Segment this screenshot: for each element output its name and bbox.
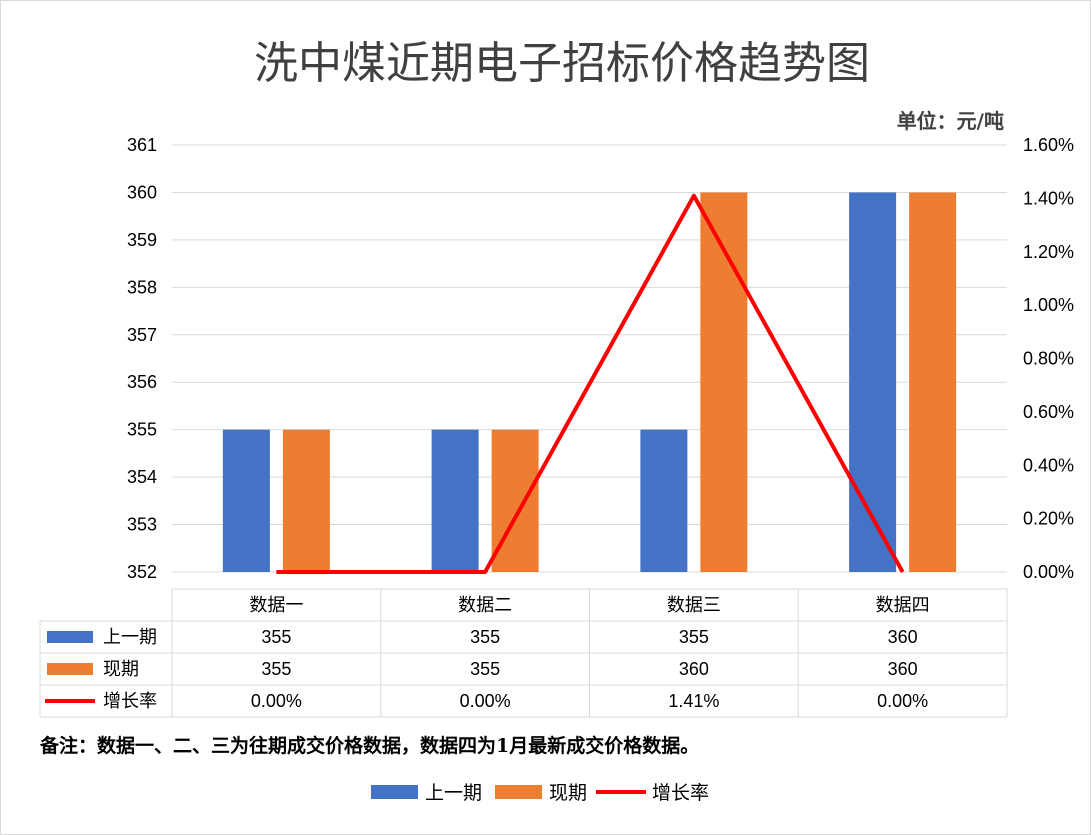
left-tick-label: 352 <box>127 562 157 582</box>
table-cell: 355 <box>470 659 500 679</box>
right-tick-label: 0.20% <box>1023 509 1074 529</box>
legend: 上一期 现期 增长率 <box>371 782 709 804</box>
legend-label-增长率: 增长率 <box>652 782 709 804</box>
table-cell: 0.00% <box>877 691 928 711</box>
chart-note: 备注：数据一、二、三为往期成交价格数据，数据四为1月最新成交价格数据。 <box>39 734 699 757</box>
legend-key-现期 <box>495 785 542 799</box>
right-tick-label: 0.40% <box>1023 455 1074 475</box>
left-tick-label: 355 <box>127 420 157 440</box>
table-row-label: 上一期 <box>103 627 157 648</box>
table-cell: 1.41% <box>668 691 719 711</box>
table-header-cell: 数据二 <box>458 595 512 616</box>
left-tick-label: 359 <box>127 230 157 250</box>
right-tick-label: 1.40% <box>1023 188 1074 208</box>
bar-上一期-数据四 <box>849 192 897 572</box>
bar-现期-数据三 <box>700 192 748 572</box>
line-增长率 <box>276 193 905 574</box>
table-row-label: 增长率 <box>103 691 157 712</box>
table-cell: 0.00% <box>460 691 511 711</box>
bar-上一期-数据三 <box>640 429 688 572</box>
right-tick-label: 1.00% <box>1023 295 1074 315</box>
left-tick-label: 358 <box>127 277 157 297</box>
bar-series <box>222 192 957 572</box>
table-cell: 0.00% <box>251 691 302 711</box>
unit-label: 单位：元/吨 <box>897 109 1004 133</box>
table-cell: 355 <box>679 627 709 647</box>
table-cell: 355 <box>470 627 500 647</box>
line-series <box>276 193 905 574</box>
left-tick-label: 361 <box>127 135 157 155</box>
table-header-cell: 数据三 <box>667 595 721 616</box>
left-tick-label: 354 <box>127 467 157 487</box>
table-key-上一期 <box>47 631 93 643</box>
left-tick-label: 357 <box>127 325 157 345</box>
right-tick-label: 0.00% <box>1023 562 1074 582</box>
table-row-label: 现期 <box>103 659 139 680</box>
table-header-cell: 数据四 <box>876 595 930 616</box>
table-key-现期 <box>47 663 93 675</box>
left-tick-label: 360 <box>127 182 157 202</box>
table-cell: 355 <box>261 659 291 679</box>
legend-label-上一期: 上一期 <box>425 782 482 804</box>
left-axis: 352 353 354 355 356 357 358 359 360 361 <box>127 135 157 582</box>
bar-上一期-数据二 <box>431 429 479 572</box>
right-tick-label: 0.80% <box>1023 349 1074 369</box>
table-cell: 355 <box>261 627 291 647</box>
bar-现期-数据四 <box>909 192 957 572</box>
table-cell: 360 <box>679 659 709 679</box>
left-tick-label: 356 <box>127 372 157 392</box>
legend-key-上一期 <box>371 785 418 799</box>
left-tick-label: 353 <box>127 515 157 535</box>
table-cell: 360 <box>888 659 918 679</box>
right-axis: 0.00% 0.20% 0.40% 0.60% 0.80% 1.00% 1.20% 1.40%… <box>1023 135 1074 582</box>
chart-title: 洗中煤近期电子招标价格趋势图 <box>254 38 870 89</box>
right-tick-label: 1.60% <box>1023 135 1074 155</box>
legend-label-现期: 现期 <box>549 782 587 804</box>
bar-上一期-数据一 <box>222 429 270 572</box>
bar-现期-数据一 <box>282 429 330 572</box>
table-cell: 360 <box>888 627 918 647</box>
right-tick-label: 1.20% <box>1023 242 1074 262</box>
table-header-cell: 数据一 <box>249 595 303 616</box>
right-tick-label: 0.60% <box>1023 402 1074 422</box>
